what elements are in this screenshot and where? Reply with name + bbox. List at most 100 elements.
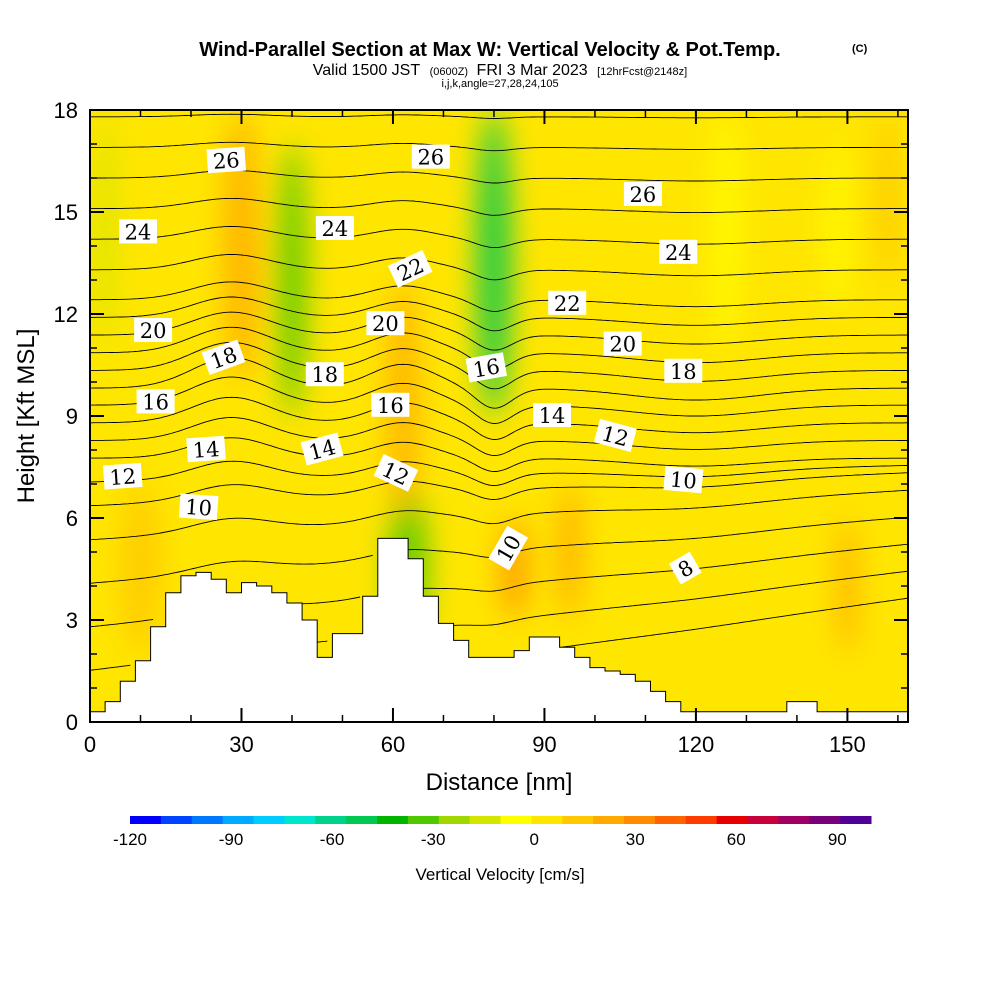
velocity-feature-11 [875,110,901,280]
colorbar-swatch [284,816,316,824]
y-tick-label: 6 [66,506,78,531]
theta-contour-15 [90,396,908,440]
theta-label-25: 10 [663,465,704,494]
theta-contour-9 [90,516,908,584]
colorbar-swatch [747,816,779,824]
theta-label-text: 22 [554,292,581,316]
colorbar-tick: 0 [529,830,538,849]
theta-contour-16 [90,376,908,424]
theta-label-text: 26 [212,148,240,174]
colorbar-swatch [160,816,193,824]
colorbar-swatch [315,816,347,824]
y-axis-label: Height [Kft MSL] [13,329,40,504]
theta-contour-11 [90,472,908,507]
velocity-feature-6 [223,110,260,382]
colorbar-tick: 60 [727,830,746,849]
colorbar-swatch [593,816,625,824]
theta-label-9: 20 [366,311,405,336]
velocity-feature-10 [837,518,858,654]
theta-contour-24 [90,225,908,249]
theta-label-text: 24 [322,217,349,241]
theta-label-15: 16 [371,392,410,418]
theta-label-8: 20 [134,318,173,343]
colorbar-tick-labels: -120 -90 -60 -30 0 30 60 90 [113,830,847,849]
x-axis-label: Distance [nm] [426,769,573,796]
theta-label-16: 16 [465,352,508,383]
y-tick-label: 12 [54,302,78,327]
colorbar-tick: 30 [626,830,645,849]
theta-contour-14 [90,417,908,456]
colorbar-swatch [840,816,872,824]
axis-tick-labels: 0 30 60 90 120 150 0 3 6 9 12 15 18 [54,98,866,757]
theta-label-text: 24 [125,220,152,244]
chart-subtitle-grid: i,j,k,angle=27,28,24,105 [441,78,558,90]
theta-contour-27 [90,141,908,152]
colorbar-swatch [562,816,594,824]
colorbar-swatch [222,816,255,824]
theta-label-text: 16 [471,354,501,382]
theta-label-text: 18 [670,360,697,384]
colorbar-swatch [685,816,718,824]
theta-label-text: 16 [142,390,169,414]
colorbar-swatch [130,816,162,824]
colorbar-tick: -60 [320,830,345,849]
chart-subtitle: Valid 1500 JST (0600Z) FRI 3 Mar 2023 [1… [313,62,687,79]
theta-contour-23 [90,254,908,281]
theta-contour-21 [90,296,908,332]
x-tick-label: 0 [84,732,96,757]
theta-label-text: 24 [665,241,692,265]
theta-label-23: 10 [178,493,219,521]
colorbar-swatch [469,816,502,824]
theta-contour-6 [562,597,908,648]
theta-contour-18 [90,341,908,390]
theta-label-18: 14 [300,432,344,466]
velocity-feature-12 [120,484,161,654]
colorbar-swatch [716,816,749,824]
x-tick-label: 120 [678,732,715,757]
theta-contour-20 [90,311,908,351]
chart-title: Wind-Parallel Section at Max W: Vertical… [199,39,780,61]
colorbar-swatch [438,816,471,824]
x-tick-label: 90 [532,732,556,757]
theta-label-4: 24 [315,216,354,241]
colorbar-swatch [778,816,810,824]
theta-contour-28 [90,113,908,119]
subtitle-valid: Valid 1500 JST [313,62,421,79]
theta-label-text: 20 [609,333,636,357]
colorbar-tick: -30 [421,830,446,849]
theta-label-text: 20 [372,312,399,336]
x-tick-label: 60 [381,732,405,757]
x-tick-label: 30 [229,732,253,757]
axis-ticks [89,109,908,723]
colorbar-swatch [346,816,378,824]
theta-label-text: 14 [192,437,220,463]
x-tick-label: 150 [829,732,866,757]
theta-label-text: 26 [417,146,444,170]
theta-contour-10 [90,489,908,541]
velocity-feature-4 [827,144,848,314]
theta-label-0: 26 [206,146,247,174]
y-tick-label: 15 [54,200,78,225]
theta-label-text: 16 [377,394,404,418]
theta-label-text: 10 [184,495,212,521]
subtitle-forecast: [12hrFcst@2148z] [597,66,687,78]
copyright-mark: (C) [852,43,868,55]
theta-contour-22 [90,281,908,312]
theta-label-26: 8 [668,551,702,585]
theta-label-text: 18 [311,363,338,387]
colorbar-swatch [809,816,841,824]
y-tick-label: 0 [66,710,78,735]
colorbar-tick: -90 [219,830,244,849]
theta-label-3: 24 [119,219,157,244]
theta-label-text: 12 [109,464,137,490]
y-tick-label: 18 [54,98,78,123]
theta-contour-12 [90,460,908,486]
colorbar-label: Vertical Velocity [cm/s] [415,865,584,884]
velocity-feature-3 [713,110,739,348]
theta-label-13: 18 [664,358,703,384]
theta-label-5: 24 [659,239,698,265]
theta-label-10: 20 [603,331,642,357]
velocity-feature-2 [95,110,116,348]
